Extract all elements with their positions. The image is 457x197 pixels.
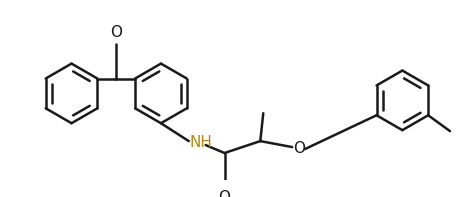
Text: O: O: [218, 190, 230, 197]
Text: NH: NH: [190, 135, 213, 150]
Text: O: O: [293, 140, 305, 156]
Text: O: O: [110, 25, 122, 40]
